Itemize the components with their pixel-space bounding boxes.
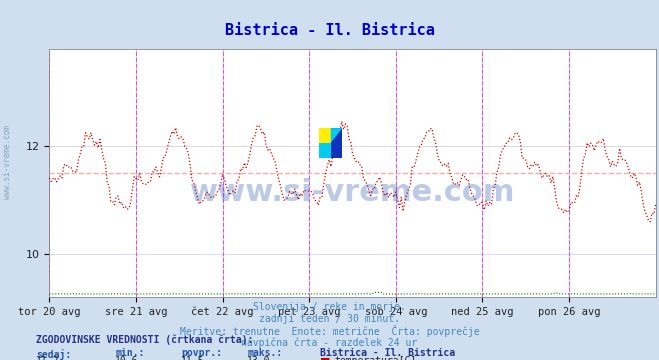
Text: Bistrica - Il. Bistrica: Bistrica - Il. Bistrica — [225, 23, 434, 39]
Text: temperatura[C]: temperatura[C] — [334, 356, 416, 360]
Polygon shape — [331, 128, 342, 158]
Text: 11,2: 11,2 — [36, 356, 60, 360]
Text: 10,6: 10,6 — [115, 356, 139, 360]
Text: zadnji teden / 30 minut.: zadnji teden / 30 minut. — [259, 314, 400, 324]
Text: maks.:: maks.: — [247, 348, 282, 359]
Text: povpr.:: povpr.: — [181, 348, 222, 359]
Text: sedaj:: sedaj: — [36, 348, 71, 360]
Text: ■: ■ — [320, 356, 330, 360]
Polygon shape — [319, 128, 331, 143]
Text: navpična črta - razdelek 24 ur: navpična črta - razdelek 24 ur — [241, 337, 418, 348]
Text: Meritve: trenutne  Enote: metrične  Črta: povprečje: Meritve: trenutne Enote: metrične Črta: … — [180, 325, 479, 337]
Text: Slovenija / reke in morje.: Slovenija / reke in morje. — [253, 302, 406, 312]
Text: Bistrica - Il. Bistrica: Bistrica - Il. Bistrica — [320, 348, 455, 359]
Text: www.si-vreme.com: www.si-vreme.com — [3, 125, 13, 199]
Text: 13,0: 13,0 — [247, 356, 271, 360]
Text: min.:: min.: — [115, 348, 145, 359]
Text: www.si-vreme.com: www.si-vreme.com — [190, 178, 515, 207]
Polygon shape — [319, 143, 331, 158]
Text: 11,5: 11,5 — [181, 356, 205, 360]
Polygon shape — [331, 128, 342, 143]
Text: ZGODOVINSKE VREDNOSTI (črtkana črta):: ZGODOVINSKE VREDNOSTI (črtkana črta): — [36, 334, 254, 345]
